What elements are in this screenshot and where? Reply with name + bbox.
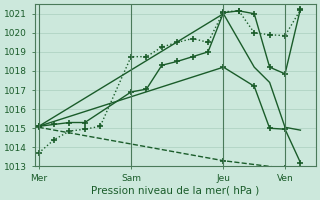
X-axis label: Pression niveau de la mer( hPa ): Pression niveau de la mer( hPa ) — [91, 186, 260, 196]
